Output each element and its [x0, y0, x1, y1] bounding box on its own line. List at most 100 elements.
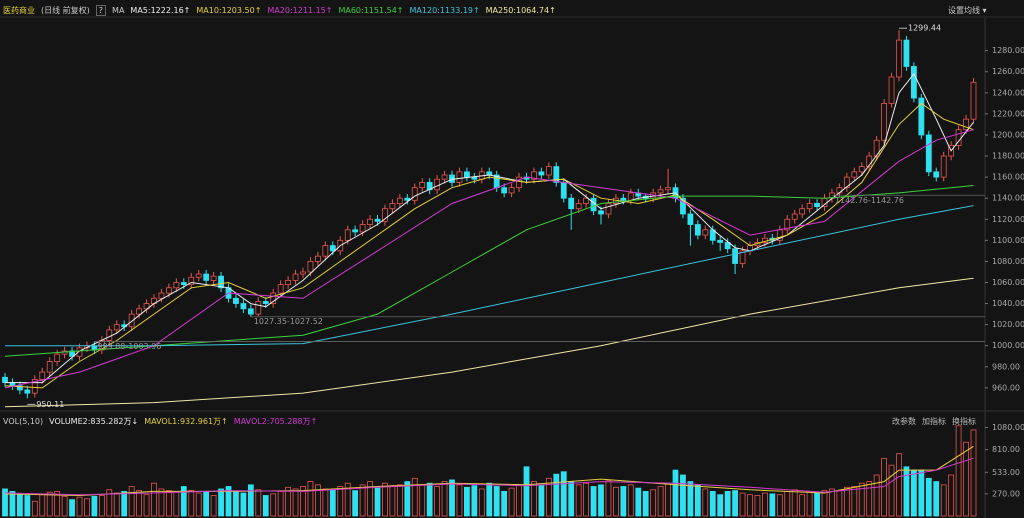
- candle-body: [352, 229, 359, 233]
- candle-body: [463, 171, 470, 178]
- volume-bar: [650, 489, 657, 517]
- volume-bar: [91, 495, 98, 517]
- candle-body: [456, 171, 463, 183]
- volume-bar: [478, 488, 485, 517]
- candle-body: [404, 197, 411, 201]
- candle-body: [344, 229, 351, 241]
- settings-button[interactable]: 设置均线 ▾: [948, 5, 987, 15]
- volume-bar: [233, 491, 239, 517]
- candle-body: [173, 282, 180, 289]
- y-tick-label: 1160.00: [992, 173, 1024, 182]
- volume-bar: [382, 482, 388, 517]
- volume-bar: [404, 481, 411, 517]
- help-button[interactable]: ?: [95, 4, 107, 16]
- candle-body: [277, 284, 284, 294]
- volume-bar: [635, 487, 642, 517]
- y-tick-label: 1000.00: [992, 341, 1024, 350]
- volume-bar: [255, 489, 262, 517]
- candle-body: [933, 171, 940, 178]
- candle-body: [233, 297, 239, 304]
- candle-body: [2, 376, 8, 384]
- volume-bar: [151, 482, 157, 517]
- annotation: 1299.44: [908, 24, 941, 33]
- volume-bar: [240, 492, 247, 517]
- legend-entry: MA10:1203.50↑: [196, 5, 262, 15]
- indicator-button[interactable]: 改参数: [892, 416, 916, 426]
- volume-bar: [54, 491, 61, 517]
- volume-bar: [925, 477, 932, 517]
- volume-bar: [359, 484, 366, 517]
- ma-line: [5, 205, 974, 347]
- candle-body: [195, 273, 202, 278]
- candle-body: [791, 213, 798, 220]
- volume-bar: [963, 441, 969, 517]
- volume-bar: [709, 491, 716, 517]
- candle-body: [419, 181, 426, 189]
- volume-bar: [881, 458, 887, 517]
- volume-bar: [374, 487, 381, 517]
- volume-bar: [903, 466, 910, 517]
- candle-body: [128, 313, 135, 328]
- candle-body: [24, 389, 31, 394]
- volume-bar: [873, 474, 880, 517]
- legend-entry: MA5:1222.16↑: [130, 5, 191, 15]
- y-tick-label: 1040.00: [992, 299, 1024, 308]
- candle-body: [598, 210, 604, 215]
- candle-body: [799, 208, 806, 215]
- candle-body: [702, 229, 709, 236]
- ma-line: [4, 457, 974, 496]
- volume-bar: [523, 466, 530, 517]
- volume-bar: [657, 486, 664, 517]
- candle-body: [940, 155, 947, 178]
- candle-body: [739, 250, 746, 264]
- volume-bar: [747, 494, 753, 517]
- candle-body: [113, 324, 120, 331]
- candle-body: [106, 329, 113, 341]
- volume-bar: [642, 491, 649, 517]
- ma-line: [4, 185, 974, 357]
- y-tick-label: 1120.00: [992, 215, 1024, 224]
- candle-body: [858, 166, 865, 173]
- volume-bar: [821, 490, 828, 517]
- volume-bar: [866, 481, 873, 517]
- candle-body: [255, 301, 262, 315]
- volume-bar: [389, 485, 396, 517]
- y-tick-label: 1240.00: [992, 88, 1024, 97]
- volume-bar: [173, 491, 180, 517]
- volume-bar: [188, 490, 195, 517]
- volume-bar: [762, 492, 768, 517]
- volume-bar: [180, 486, 187, 517]
- ma-line: [4, 129, 974, 389]
- volume-bar: [545, 477, 552, 517]
- volume-bar: [665, 482, 671, 517]
- volume-bar: [441, 481, 448, 517]
- candle-body: [292, 273, 299, 281]
- candle-body: [851, 171, 858, 178]
- y-tick-label: 533.00: [992, 468, 1020, 477]
- indicator-button[interactable]: 换指标: [952, 416, 976, 426]
- candle-body: [784, 218, 791, 231]
- candle-body: [724, 242, 731, 250]
- volume-bar: [486, 482, 493, 517]
- volume-bar: [776, 494, 783, 517]
- volume-bar: [322, 488, 329, 517]
- candle-body: [31, 379, 38, 394]
- candle-body: [359, 224, 366, 233]
- candle-body: [329, 245, 336, 252]
- volume-buttons: 改参数 加指标 换指标: [892, 413, 976, 429]
- volume-bar: [247, 484, 254, 517]
- candle-body: [382, 208, 388, 222]
- y-tick-label: 1020.00: [992, 320, 1024, 329]
- candle-body: [434, 178, 441, 191]
- volume-bar: [508, 487, 515, 517]
- volume-bar: [724, 491, 731, 517]
- volume-bar: [598, 484, 604, 517]
- volume-bar: [344, 482, 351, 517]
- volume-bar: [367, 481, 373, 517]
- indicator-button[interactable]: 加指标: [922, 416, 946, 426]
- volume-title: VOL(5,10): [3, 416, 44, 426]
- volume-bar: [61, 495, 68, 517]
- volume-bar: [843, 486, 850, 517]
- y-tick-label: 1060.00: [992, 278, 1024, 287]
